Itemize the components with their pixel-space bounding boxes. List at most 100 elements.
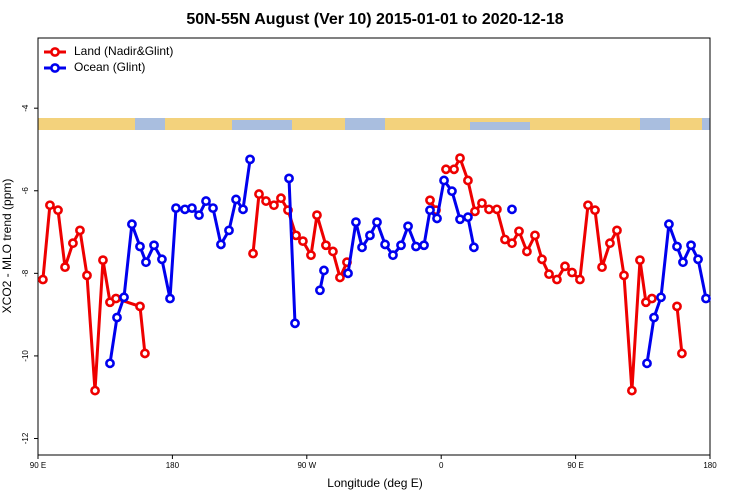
- data-point: [463, 212, 473, 223]
- data-point: [642, 358, 652, 369]
- ocean-patch: [702, 118, 710, 130]
- data-point: [60, 262, 70, 273]
- data-point: [357, 242, 367, 253]
- legend-marker: [50, 47, 60, 57]
- data-point: [537, 254, 547, 265]
- data-point: [396, 240, 406, 251]
- data-point: [149, 240, 159, 251]
- data-point: [514, 226, 524, 237]
- data-point: [187, 203, 197, 214]
- legend-label: Land (Nadir&Glint): [74, 44, 173, 58]
- data-point: [388, 250, 398, 261]
- data-point: [455, 153, 465, 164]
- data-point: [269, 200, 279, 211]
- data-point: [351, 217, 361, 228]
- data-point: [231, 194, 241, 205]
- data-point: [208, 203, 218, 214]
- data-point: [171, 203, 181, 214]
- data-point: [656, 292, 666, 303]
- y-axis-label: XCO2 - MLO trend (ppm): [0, 179, 14, 314]
- data-point: [441, 164, 451, 175]
- x-tick-label: 180: [703, 461, 717, 470]
- data-point: [90, 385, 100, 396]
- data-point: [119, 292, 129, 303]
- data-point: [484, 204, 494, 215]
- data-point: [612, 225, 622, 236]
- data-point: [560, 261, 570, 272]
- data-point: [567, 267, 577, 278]
- data-point: [372, 217, 382, 228]
- data-point: [245, 154, 255, 165]
- data-point: [597, 262, 607, 273]
- x-tick-label: 0: [439, 461, 444, 470]
- legend-label: Ocean (Glint): [74, 60, 145, 74]
- data-point: [194, 210, 204, 221]
- x-tick-label: 90 E: [567, 461, 583, 470]
- data-point: [112, 312, 122, 323]
- data-point: [238, 204, 248, 215]
- data-point: [82, 270, 92, 281]
- data-point: [470, 206, 480, 217]
- data-point: [507, 204, 517, 215]
- data-point: [335, 272, 345, 283]
- data-point: [365, 230, 375, 241]
- data-point: [477, 198, 487, 209]
- data-point: [403, 221, 413, 232]
- data-point: [248, 248, 258, 259]
- data-point: [552, 274, 562, 285]
- data-point: [157, 254, 167, 265]
- data-point: [439, 175, 449, 186]
- data-point: [306, 250, 316, 261]
- data-point: [647, 293, 657, 304]
- x-axis-label: Longitude (deg E): [327, 476, 422, 490]
- y-tick-label: -12: [21, 432, 30, 444]
- data-point: [45, 200, 55, 211]
- data-point: [693, 254, 703, 265]
- data-point: [672, 301, 682, 312]
- data-point: [649, 312, 659, 323]
- data-point: [492, 204, 502, 215]
- data-point: [605, 238, 615, 249]
- data-point: [530, 230, 540, 241]
- data-point: [701, 293, 711, 304]
- chart-title: 50N-55N August (Ver 10) 2015-01-01 to 20…: [186, 11, 563, 28]
- data-point: [343, 268, 353, 279]
- data-point: [469, 242, 479, 253]
- data-point: [53, 205, 63, 216]
- data-point: [135, 301, 145, 312]
- x-tick-label: 90 E: [30, 461, 46, 470]
- data-point: [463, 175, 473, 186]
- data-point: [165, 293, 175, 304]
- x-tick-label: 90 W: [297, 461, 316, 470]
- data-point: [111, 293, 121, 304]
- data-point: [290, 318, 300, 329]
- data-point: [284, 173, 294, 184]
- data-point: [425, 205, 435, 216]
- data-point: [522, 246, 532, 257]
- data-point: [38, 274, 48, 285]
- data-point: [678, 257, 688, 268]
- data-point: [425, 195, 435, 206]
- y-tick-label: -10: [21, 350, 30, 362]
- data-point: [507, 238, 517, 249]
- data-point: [575, 274, 585, 285]
- y-tick-label: -8: [21, 269, 30, 277]
- ocean-patch: [345, 118, 385, 130]
- data-point: [664, 219, 674, 230]
- data-point: [216, 239, 226, 250]
- data-point: [319, 265, 329, 276]
- data-point: [291, 230, 301, 241]
- data-point: [98, 255, 108, 266]
- data-point: [544, 269, 554, 280]
- data-point: [672, 241, 682, 252]
- data-point: [447, 186, 457, 197]
- plot-frame: [37, 37, 711, 456]
- data-point: [500, 234, 510, 245]
- data-point: [686, 240, 696, 251]
- data-point: [449, 164, 459, 175]
- data-point: [432, 213, 442, 224]
- data-point: [635, 255, 645, 266]
- data-point: [677, 348, 687, 359]
- legend-marker: [50, 63, 60, 73]
